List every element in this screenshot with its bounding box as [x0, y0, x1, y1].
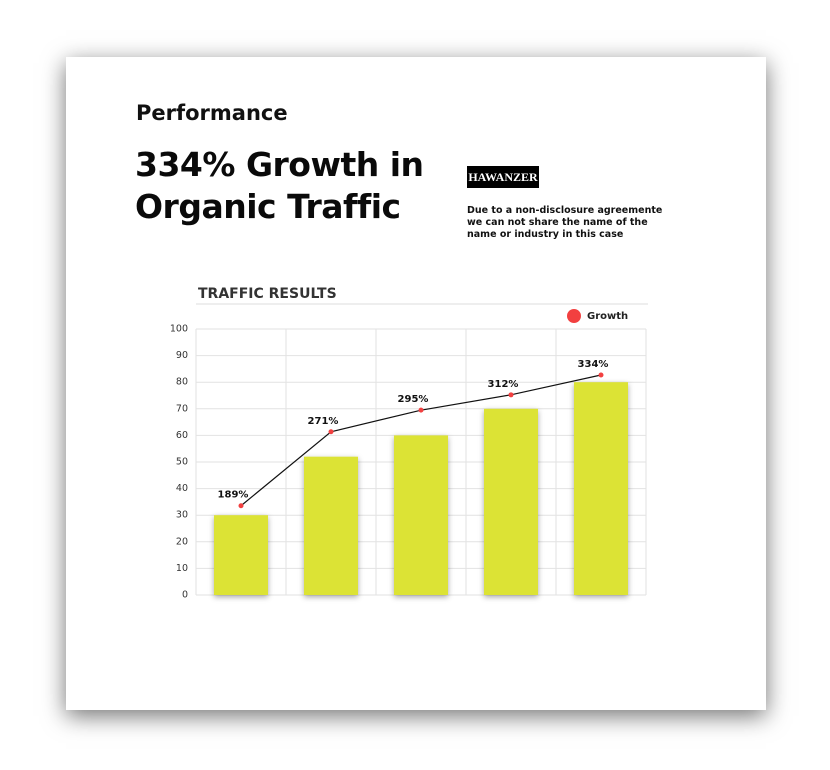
y-tick-label: 40 — [176, 483, 188, 494]
y-tick-label: 50 — [176, 457, 188, 468]
growth-point — [508, 392, 514, 398]
bar — [394, 435, 448, 595]
data-label: 295% — [398, 394, 429, 405]
growth-point — [238, 503, 244, 509]
bar — [484, 408, 538, 595]
note-line: we can not share the name of the — [467, 217, 648, 228]
kicker: Performance — [136, 101, 288, 125]
note: Due to a non-disclosure agreemente we ca… — [467, 205, 662, 241]
bar — [214, 515, 268, 595]
data-label: 334% — [578, 359, 609, 370]
y-tick-label: 90 — [176, 350, 188, 361]
headline: 334% Growth in — [135, 145, 424, 184]
data-label: 312% — [488, 379, 519, 390]
y-tick-label: 70 — [176, 403, 188, 414]
logo: HAWANZER — [467, 166, 539, 188]
legend-swatch — [567, 309, 581, 323]
y-tick-label: 10 — [176, 563, 188, 574]
growth-point — [598, 372, 604, 378]
y-tick-label: 100 — [170, 324, 188, 335]
note-line: Due to a non-disclosure agreemente — [467, 205, 663, 216]
bar — [574, 382, 628, 595]
growth-point — [328, 429, 334, 435]
legend-label: Growth — [587, 311, 628, 322]
y-tick-label: 60 — [176, 430, 188, 441]
bar — [304, 456, 358, 595]
y-tick-label: 80 — [176, 377, 188, 388]
headline: Organic Traffic — [135, 187, 401, 226]
y-tick-label: 30 — [176, 510, 188, 521]
note-line: name or industry in this case — [467, 229, 624, 240]
data-label: 271% — [308, 416, 339, 427]
growth-point — [418, 407, 424, 413]
y-tick-label: 0 — [182, 590, 188, 601]
y-tick-label: 20 — [176, 536, 188, 547]
data-label: 189% — [218, 490, 249, 501]
chart-title: TRAFFIC RESULTS — [198, 286, 337, 302]
card: Performance 334% Growth in Organic Traff… — [66, 57, 766, 710]
